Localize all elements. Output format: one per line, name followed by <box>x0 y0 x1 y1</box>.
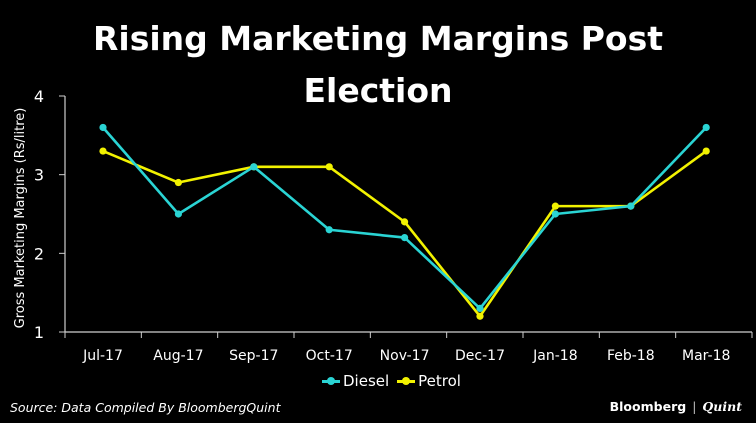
brand-logo: Bloomberg | Quint <box>610 399 742 414</box>
petrol-point <box>174 178 182 187</box>
petrol-point <box>551 202 560 210</box>
petrol-point <box>325 163 333 171</box>
diesel-point <box>250 163 258 171</box>
source-note: Source: Data Compiled By BloombergQuint <box>10 400 281 415</box>
legend-swatch-diesel <box>322 375 340 387</box>
legend-swatch-petrol <box>397 375 416 387</box>
diesel-line <box>102 126 708 310</box>
legend-item-petrol: Petrol <box>397 372 461 390</box>
chart-title-line-1: Rising Marketing Margins Post <box>92 19 663 58</box>
diesel-point <box>174 210 182 218</box>
x-tick-label: Aug-17 <box>153 348 203 364</box>
legend-item-diesel: Diesel <box>322 372 389 390</box>
diesel-point <box>702 123 710 132</box>
diesel-point <box>401 234 409 242</box>
y-tick-label: 1 <box>34 323 44 342</box>
x-tick-label: Feb-18 <box>607 348 655 364</box>
diesel-point <box>476 304 484 312</box>
legend-label-diesel: Diesel <box>343 372 390 390</box>
y-tick-label: 2 <box>34 244 44 263</box>
x-tick-label: Mar-18 <box>682 348 730 364</box>
x-tick-label: Jul-17 <box>82 348 123 364</box>
brand-separator: | <box>692 399 697 414</box>
petrol-point <box>702 147 710 155</box>
tick-labels: Jul-17 Aug-17 Sep-17 Oct-17 Nov-17 Dec-17 Jan-… <box>34 87 731 364</box>
y-tick-label: 3 <box>34 166 44 185</box>
brand-quint: Quint <box>702 399 742 414</box>
diesel-point <box>627 202 635 210</box>
brand-bloomberg: Bloomberg <box>609 399 687 414</box>
diesel-point <box>99 123 107 132</box>
legend: Diesel Petrol <box>322 372 461 390</box>
y-axis-label: Gross Marketing Margins (Rs/litre) <box>13 108 28 329</box>
x-tick-label: Jan-18 <box>532 348 577 364</box>
legend-label-petrol: Petrol <box>418 372 461 390</box>
petrol-point <box>476 312 484 320</box>
petrol-point <box>401 218 409 226</box>
series-layer <box>99 123 710 320</box>
petrol-line <box>102 149 707 318</box>
x-tick-label: Dec-17 <box>455 348 505 364</box>
series-diesel <box>99 123 710 312</box>
x-tick-label: Sep-17 <box>229 348 278 364</box>
chart-title-line-2: Election <box>303 71 453 110</box>
petrol-point <box>99 147 107 155</box>
x-tick-label: Nov-17 <box>380 348 430 364</box>
axes <box>59 95 753 338</box>
x-tick-label: Oct-17 <box>306 348 353 364</box>
y-tick-label: 4 <box>34 87 44 106</box>
diesel-point <box>325 226 333 234</box>
series-petrol <box>99 147 710 320</box>
diesel-point <box>551 210 560 218</box>
